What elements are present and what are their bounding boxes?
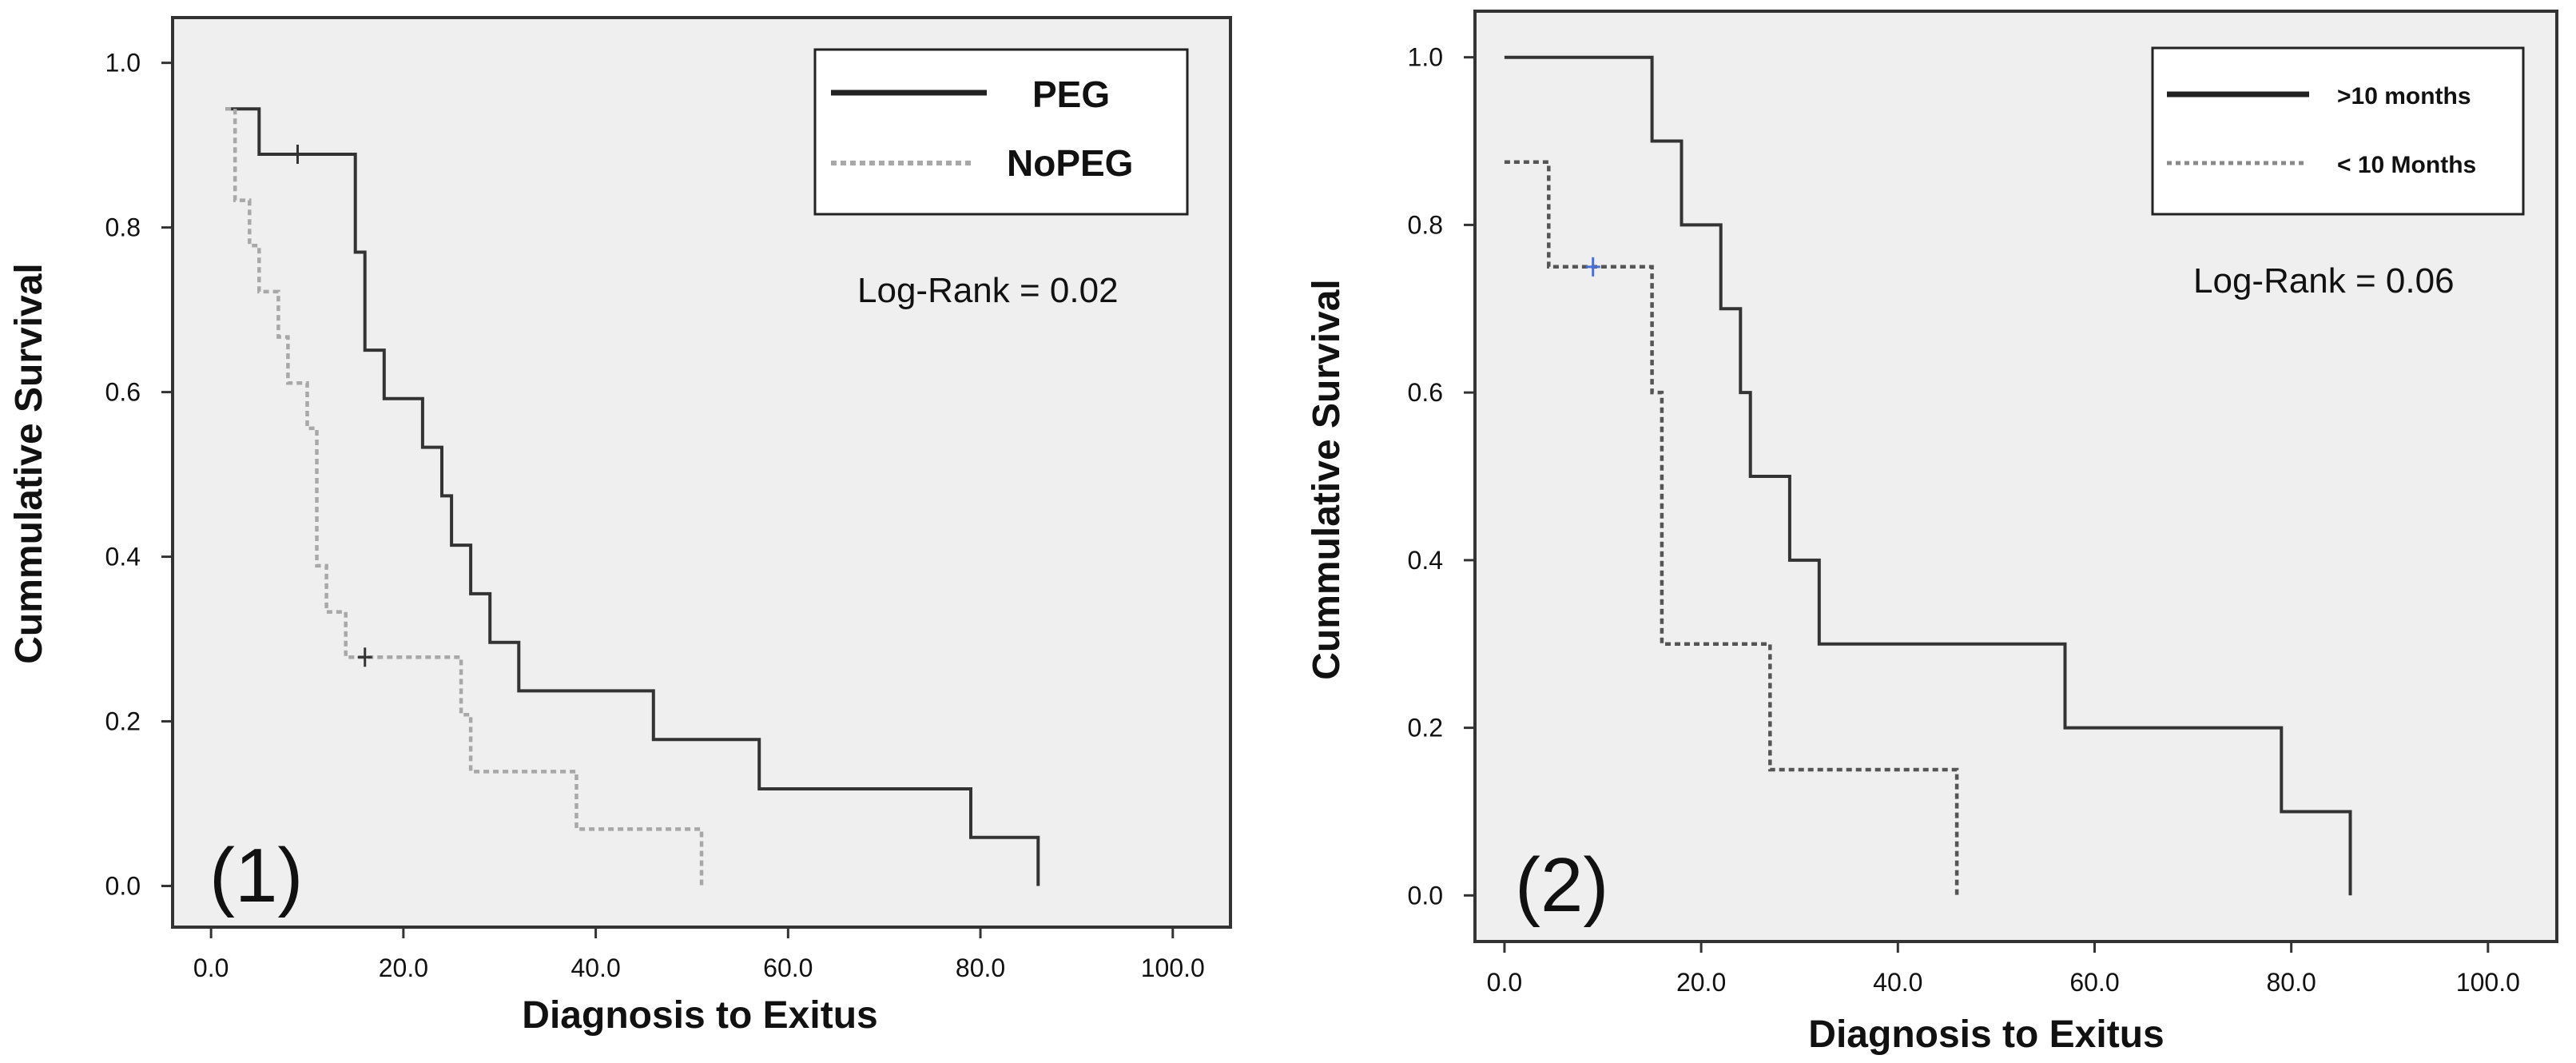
legend-label-nopeg: NoPEG: [1007, 142, 1133, 184]
chart-panel-2: 0.0 20.0 40.0 60.0 80.0 100.0 0.0 0.2 0.4 0.6 0.8 1…: [1306, 10, 2558, 1056]
x-axis-title-1: Diagnosis to Exitus: [522, 994, 877, 1037]
x-tick-label: 100.0: [2456, 968, 2520, 997]
legend-2: >10 months < 10 Months: [2151, 46, 2525, 216]
survival-curve-peg: [225, 107, 1040, 886]
censor-mark-peg: [290, 144, 305, 164]
survival-curves-1: [225, 107, 1040, 886]
panel-label-1: (1): [209, 833, 303, 918]
survival-curve-10-months: [1504, 55, 2352, 896]
y-tick-label: 0.2: [105, 707, 141, 736]
panel-label-2: (2): [1515, 842, 1608, 928]
axis-ticks-1: 0.0 20.0 40.0 60.0 80.0 100.0 0.0 0.2 0.4 0.6 0.8 1…: [105, 49, 1205, 982]
censor-mark-10-months: [1585, 257, 1600, 277]
y-tick-label: 0.0: [1408, 881, 1443, 910]
y-tick-label: 0.2: [1408, 714, 1443, 743]
axis-ticks-2: 0.0 20.0 40.0 60.0 80.0 100.0 0.0 0.2 0.4 0.6 0.8 1…: [1408, 43, 2520, 997]
y-tick-label: 0.8: [1408, 210, 1443, 239]
log-rank-annotation-1: Log-Rank = 0.02: [857, 271, 1119, 310]
legend-label-over-10-months: >10 months: [2337, 83, 2471, 109]
x-tick-label: 20.0: [379, 954, 428, 982]
legend-1: PEG NoPEG: [813, 48, 1189, 216]
x-tick-label: 40.0: [570, 954, 620, 982]
x-tick-label: 100.0: [1141, 954, 1205, 982]
y-axis-title-1: Cummulative Survival: [8, 263, 50, 664]
survival-curve-nopeg: [225, 107, 704, 886]
log-rank-annotation-2: Log-Rank = 0.06: [2193, 261, 2455, 301]
x-tick-label: 40.0: [1873, 968, 1922, 997]
y-axis-title-2: Cummulative Survival: [1306, 279, 1348, 680]
x-tick-label: 60.0: [2069, 968, 2119, 997]
x-axis-title-2: Diagnosis to Exitus: [1808, 1013, 2164, 1056]
x-tick-label: 0.0: [1487, 968, 1522, 997]
y-tick-label: 0.8: [105, 213, 141, 242]
survival-curves-2: [1504, 55, 2352, 896]
y-tick-label: 0.0: [105, 872, 141, 901]
legend-label-peg: PEG: [1032, 74, 1110, 115]
y-tick-label: 0.6: [1408, 378, 1443, 407]
x-tick-label: 80.0: [2267, 968, 2316, 997]
y-tick-label: 0.6: [105, 378, 141, 407]
legend-label-under-10-months: < 10 Months: [2337, 152, 2476, 178]
y-tick-label: 0.4: [1408, 546, 1443, 575]
y-tick-label: 0.4: [105, 543, 141, 571]
censor-mark-nopeg: [357, 647, 372, 667]
x-tick-label: 20.0: [1676, 968, 1726, 997]
y-tick-label: 1.0: [105, 49, 141, 78]
y-tick-label: 1.0: [1408, 43, 1443, 72]
survival-curve-10-months: [1504, 160, 1959, 896]
chart-panel-1: 0.0 20.0 40.0 60.0 80.0 100.0 0.0 0.2 0.4 0.6 0.8 1…: [8, 16, 1232, 1037]
x-tick-label: 0.0: [193, 954, 229, 982]
x-tick-label: 80.0: [956, 954, 1005, 982]
x-tick-label: 60.0: [763, 954, 813, 982]
